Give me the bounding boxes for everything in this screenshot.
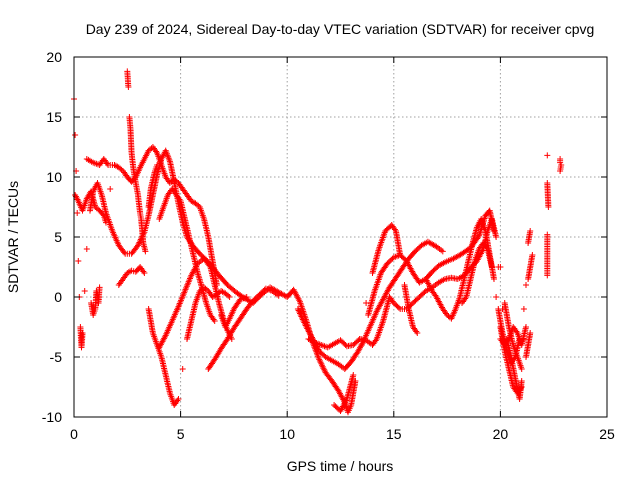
- data-points: [71, 68, 565, 416]
- x-tick-label: 0: [70, 426, 78, 442]
- axis-ticks: [73, 56, 608, 418]
- y-tick-labels: -10 -5 0 5 10 15 20: [42, 49, 62, 425]
- series-trace-j: [205, 285, 282, 372]
- y-tick-label: 5: [54, 229, 62, 245]
- y-tick-label: -5: [50, 349, 63, 365]
- series-trace-e: [124, 68, 161, 255]
- x-tick-label: 5: [177, 426, 185, 442]
- series-trace-b: [72, 186, 114, 226]
- series-trace-o: [459, 240, 534, 396]
- x-tick-label: 25: [599, 426, 615, 442]
- series-trace-p: [497, 324, 529, 348]
- x-tick-labels: 0 5 10 15 20 25: [70, 426, 615, 442]
- series-trace-q: [544, 152, 565, 279]
- series-trace-i: [156, 255, 235, 351]
- series-trace-d: [88, 284, 103, 318]
- series-trace-f: [115, 264, 148, 288]
- y-tick-label: 0: [54, 289, 62, 305]
- x-axis-title: GPS time / hours: [287, 458, 394, 474]
- y-tick-label: 10: [46, 169, 62, 185]
- chart-title: Day 239 of 2024, Sidereal Day-to-day VTE…: [86, 21, 595, 37]
- series-trace-a: [71, 96, 534, 416]
- series-trace-m: [331, 222, 421, 414]
- y-tick-label: 20: [46, 49, 62, 65]
- x-tick-label: 15: [386, 426, 402, 442]
- y-axis-title: SDTVAR / TECUs: [5, 181, 21, 293]
- y-tick-label: -10: [42, 409, 62, 425]
- x-tick-label: 20: [493, 426, 509, 442]
- series-trace-l: [305, 216, 525, 372]
- y-tick-label: 15: [46, 109, 62, 125]
- x-tick-label: 10: [279, 426, 295, 442]
